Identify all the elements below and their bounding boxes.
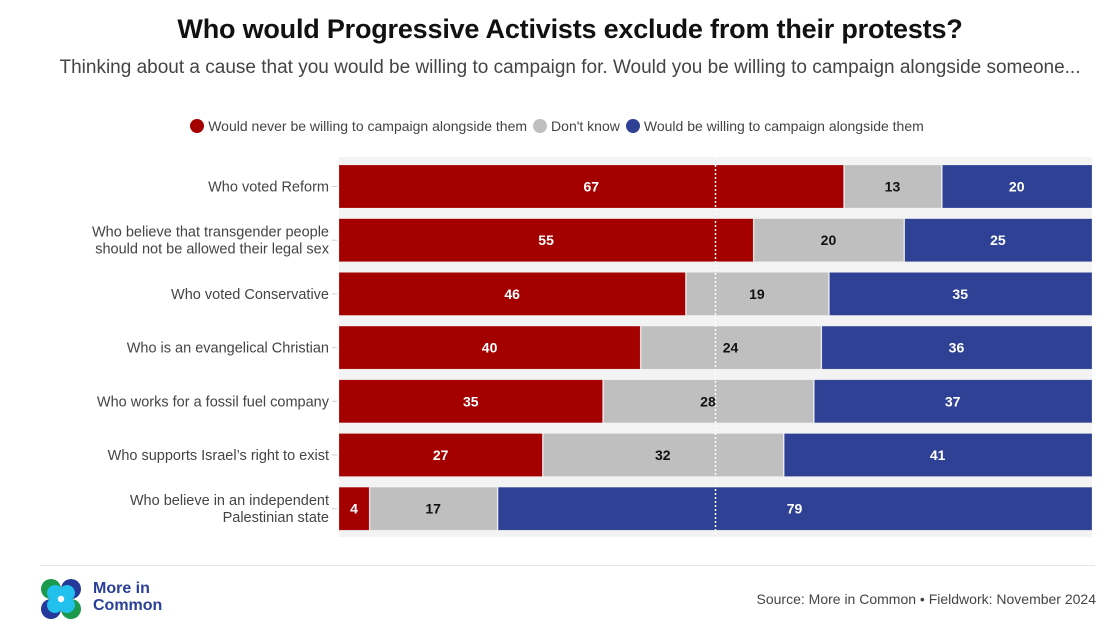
data-label: 41 — [930, 447, 946, 463]
bar-segment-willing — [814, 379, 1093, 424]
data-label: 35 — [952, 286, 968, 302]
bar-segment-dont-know — [603, 379, 814, 424]
legend-swatch-dont-know — [533, 119, 548, 133]
bar-segment-dont-know — [640, 325, 822, 370]
data-label: 20 — [1009, 179, 1025, 195]
bar-segment-dont-know — [844, 164, 942, 209]
data-label: 13 — [885, 179, 901, 195]
category-label: Who believe in an independent Palestinian… — [130, 493, 329, 526]
data-label: 46 — [504, 286, 520, 302]
category-label-line: Who believe in an independent — [130, 493, 329, 509]
data-label: 27 — [433, 447, 449, 463]
legend-label-willing: Would be willing to campaign alongside t… — [643, 118, 924, 134]
bar-segment-willing — [904, 218, 1093, 262]
bar-segment-dont-know — [686, 272, 829, 316]
footer-divider — [40, 565, 1095, 566]
bar-segment-dont-know — [369, 486, 498, 531]
legend-item-willing: Would be willing to campaign alongside t… — [625, 118, 924, 134]
legend-swatch-never — [190, 119, 205, 133]
legend-item-dont-know: Don't know — [533, 118, 620, 134]
stacked-bar-chart: Who voted Reform 67 13 20 Who believe that t… — [92, 157, 1093, 537]
category-label-line: Who works for a fossil fuel company — [97, 394, 330, 410]
data-label: 19 — [749, 286, 765, 302]
category-label-line: Who believe that transgender people — [92, 225, 329, 241]
category-label: Who works for a fossil fuel company — [97, 394, 330, 410]
legend-label-never: Would never be willing to campaign along… — [208, 118, 528, 134]
bar-segment-willing — [783, 433, 1093, 477]
bar-segment-willing — [497, 486, 1093, 531]
data-label: 35 — [463, 393, 479, 409]
bar-segment-never — [338, 272, 686, 316]
category-label-line: Who voted Reform — [208, 180, 329, 196]
bar-segment-never — [338, 325, 641, 370]
legend: Would never be willing to campaign along… — [0, 118, 1120, 134]
category-label-line: Who supports Israel’s right to exist — [108, 448, 329, 464]
data-label: 36 — [949, 340, 965, 356]
bar-segment-dont-know — [753, 218, 905, 262]
category-label: Who is an evangelical Christian — [127, 341, 329, 357]
bar-segment-willing — [829, 272, 1093, 316]
data-label: 17 — [425, 501, 441, 517]
data-label: 4 — [350, 501, 358, 517]
category-label-line: Who voted Conservative — [171, 287, 329, 303]
bar-segment-never — [338, 379, 603, 424]
category-label-line: Who is an evangelical Christian — [127, 341, 329, 357]
category-label: Who supports Israel’s right to exist — [108, 448, 329, 464]
data-label: 25 — [990, 232, 1006, 248]
chart-title: Who would Progressive Activists exclude … — [177, 14, 963, 44]
legend-label-dont-know: Don't know — [551, 118, 620, 134]
data-label: 37 — [945, 393, 961, 409]
category-label: Who believe that transgender people shoul… — [92, 225, 330, 258]
bar-segment-never — [338, 164, 844, 209]
legend-item-never: Would never be willing to campaign along… — [190, 118, 527, 134]
bar-segment-never — [338, 218, 754, 262]
data-label: 79 — [787, 501, 803, 517]
bar-segment-willing — [821, 325, 1093, 370]
data-label: 24 — [723, 340, 739, 356]
category-label: Who voted Conservative — [171, 287, 329, 303]
data-label: 67 — [583, 179, 599, 195]
source-note: Source: More in Common • Fieldwork: Nove… — [756, 591, 1096, 607]
logo-line-2: Common — [93, 597, 163, 614]
data-label: 32 — [655, 447, 671, 463]
data-label: 20 — [821, 232, 837, 248]
category-label: Who voted Reform — [208, 180, 329, 196]
bar-segment-dont-know — [543, 433, 784, 477]
bar-segment-willing — [942, 164, 1093, 209]
logo-line-1: More in — [93, 580, 150, 597]
bar-segment-never — [338, 486, 370, 531]
bar-segment-never — [338, 433, 543, 477]
data-label: 28 — [700, 393, 716, 409]
chart-subtitle: Thinking about a cause that you would be… — [59, 57, 1081, 78]
category-label-line: should not be allowed their legal sex — [95, 242, 330, 258]
more-in-common-logo-icon — [41, 579, 81, 619]
legend-swatch-willing — [625, 119, 640, 133]
data-label: 55 — [538, 232, 554, 248]
data-label: 40 — [482, 340, 498, 356]
category-label-line: Palestinian state — [223, 510, 329, 526]
logo-wordmark: More in Common — [93, 580, 162, 614]
